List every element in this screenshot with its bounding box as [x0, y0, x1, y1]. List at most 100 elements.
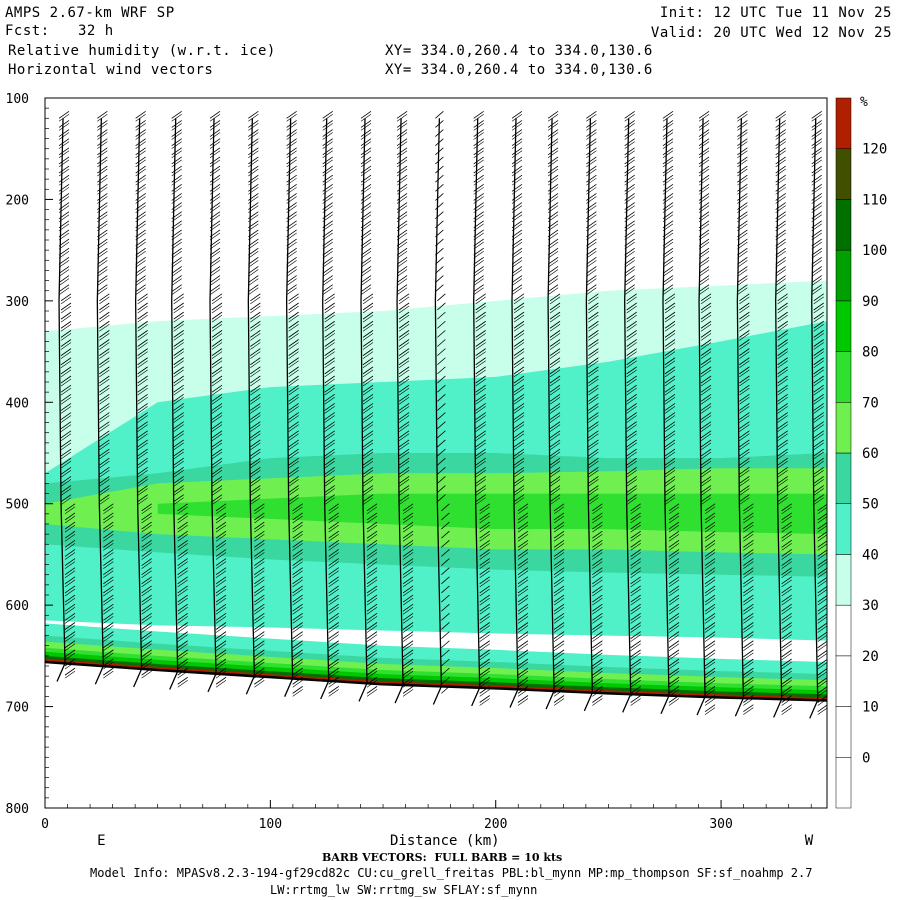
barb-flag [209, 214, 221, 222]
barb-flag [292, 524, 303, 533]
barb-flag [322, 238, 333, 247]
barb-flag [177, 625, 188, 633]
barb-flag [775, 211, 786, 220]
barb-flag [700, 424, 712, 432]
barb-flag [737, 177, 748, 186]
barb-flag [360, 257, 372, 265]
barb-flag [813, 494, 824, 503]
barb-flag [743, 707, 754, 715]
barb-flag [398, 314, 410, 323]
barb-flag [292, 579, 303, 588]
barb-flag [517, 561, 529, 569]
barb-flag [135, 132, 146, 140]
barb-flag [58, 260, 70, 268]
barb-flag [441, 530, 450, 539]
barb-flag [588, 311, 599, 320]
barb-flag [135, 211, 146, 220]
barb-flag [624, 269, 635, 277]
wind-barb-column [94, 110, 114, 685]
barb-flag [553, 698, 565, 706]
barb-flag [328, 512, 339, 521]
barb-flag [209, 241, 221, 250]
barb-flag [402, 567, 414, 576]
barb-flag [322, 223, 333, 232]
barb-flag [624, 147, 635, 156]
forecast-hour: 32 h [78, 23, 114, 39]
barb-flag [141, 567, 152, 576]
colorbar-tick-label: 0 [862, 750, 870, 766]
barb-flag [668, 506, 680, 515]
barb-flag [322, 202, 333, 210]
barb-flag [322, 232, 333, 241]
field-name: Relative humidity (w.r.t. ice) [8, 43, 276, 59]
wind-barb-column [471, 110, 490, 707]
barb-flag [362, 393, 374, 402]
barb-flag [624, 150, 635, 159]
barb-flag [99, 378, 110, 387]
barb-flag [60, 387, 72, 396]
barb-flag [60, 488, 72, 496]
barb-flag [58, 159, 70, 168]
barb-flag [288, 311, 299, 320]
barb-flag [402, 676, 414, 685]
barb-flag [177, 634, 188, 642]
barb-flag [171, 266, 182, 274]
barb-flag [781, 661, 792, 670]
barb-flag [698, 257, 710, 265]
barb-staff [432, 118, 443, 705]
barb-flag [254, 597, 265, 606]
barb-flag [250, 470, 261, 478]
barb-flag [664, 397, 676, 405]
barb-flag [58, 193, 70, 201]
colorbar-swatch [835, 300, 852, 352]
barb-flag [549, 412, 561, 420]
barb-flag [811, 202, 822, 210]
wind-barb-column [394, 110, 414, 704]
barb-flag [547, 238, 559, 247]
barb-flag [700, 384, 712, 393]
barb-flag [704, 588, 716, 597]
barb-flag [286, 132, 297, 140]
barb-flag [781, 695, 792, 703]
barb-flag [664, 430, 676, 439]
wind-barb-column [509, 110, 529, 708]
barb-flag [781, 540, 792, 548]
barb-flag [366, 576, 378, 585]
barb-flag [475, 293, 486, 302]
barb-flag [402, 503, 414, 512]
barb-staff [809, 118, 819, 719]
colorbar-tick-label: 100 [862, 243, 887, 259]
barb-flag [398, 433, 410, 442]
barb-flag [362, 451, 374, 460]
barb-flag [475, 415, 486, 423]
barb-flag [743, 585, 754, 594]
barb-flag [209, 114, 221, 122]
barb-flag [592, 670, 603, 679]
barb-flag [511, 229, 523, 238]
barb-flag [547, 247, 559, 256]
barb-flag [817, 662, 827, 670]
barb-flag [215, 503, 227, 512]
barb-flag [737, 114, 748, 122]
barb-flag [704, 558, 716, 566]
barb-flag [171, 257, 182, 265]
barb-flag [813, 424, 824, 432]
barb-flag [135, 129, 146, 137]
barb-flag [322, 168, 333, 177]
barb-flag [479, 588, 490, 597]
barb-flag [324, 375, 335, 384]
barb-flag [322, 147, 333, 156]
barb-flag [211, 366, 223, 375]
barb-flag [177, 661, 188, 670]
barb-flag [739, 479, 750, 487]
barb-flag [700, 357, 712, 366]
barb-flag [668, 533, 680, 542]
barb-flag [517, 670, 529, 679]
barb-flag [777, 369, 788, 378]
barb-flag [664, 296, 676, 305]
barb-flag [398, 397, 410, 405]
barb-flag [513, 311, 525, 320]
barb-flag [173, 369, 184, 378]
barb-flag [549, 351, 561, 359]
barb-flag [171, 229, 182, 238]
